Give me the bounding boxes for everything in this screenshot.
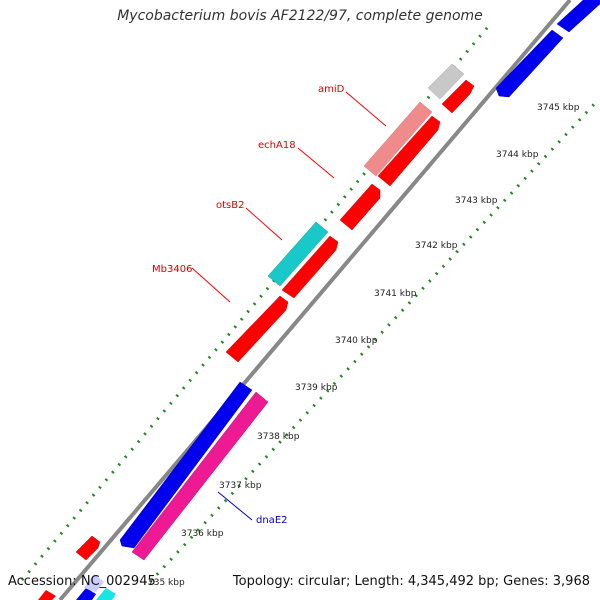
tick-label: 3740 kbp: [335, 336, 378, 346]
gene-forward-small[interactable]: [339, 183, 381, 231]
gene-fragment-blue[interactable]: [76, 588, 96, 600]
gene-forward-bottom[interactable]: [75, 535, 101, 561]
gene-forward-lower[interactable]: [225, 295, 289, 363]
label-mb3406[interactable]: Mb3406: [152, 264, 192, 275]
leader-amid: [345, 91, 387, 127]
tick-label: 3736 kbp: [181, 529, 224, 539]
tick-label: 3743 kbp: [455, 196, 498, 206]
genome-summary-text: Topology: circular; Length: 4,345,492 bp…: [232, 574, 590, 589]
tick-label: 3742 kbp: [415, 241, 458, 251]
tick-label: 735 kbp: [148, 578, 185, 588]
gene-reverse-top-1[interactable]: [556, 0, 600, 33]
gene-magenta-dnae2[interactable]: [131, 391, 269, 561]
tick-label: 3739 kbp: [295, 383, 338, 393]
gc-dots-outer: [20, 21, 494, 581]
tick-label: 3745 kbp: [537, 103, 580, 113]
gene-features: [38, 0, 600, 600]
gene-forward-amid[interactable]: [441, 79, 475, 114]
gene-cyan-otsb2[interactable]: [267, 221, 329, 287]
gene-fragment-cyan[interactable]: [96, 588, 116, 600]
leader-otsb2: [245, 207, 283, 241]
gene-forward-echa18[interactable]: [377, 115, 441, 187]
label-amid[interactable]: amiD: [318, 84, 345, 95]
accession-text: Accession: NC_002945: [8, 574, 156, 589]
label-otsb2[interactable]: otsB2: [216, 200, 244, 211]
tick-label: 3744 kbp: [496, 150, 539, 160]
gene-forward-upper[interactable]: [281, 235, 339, 299]
leader-mb3406: [191, 267, 231, 303]
tick-label: 3741 kbp: [374, 289, 417, 299]
backbone-line: [58, 0, 572, 600]
gene-fragment-lavender[interactable]: [84, 574, 104, 592]
gene-fragment-red[interactable]: [38, 590, 56, 600]
gene-light-red[interactable]: [363, 101, 433, 177]
tick-label: 3737 kbp: [219, 481, 262, 491]
gene-gray[interactable]: [427, 63, 465, 100]
label-echa18[interactable]: echA18: [258, 140, 296, 151]
leader-echa18: [297, 147, 335, 179]
gene-reverse-top-2[interactable]: [495, 29, 564, 98]
tick-label: 3738 kbp: [257, 432, 300, 442]
map-title: Mycobacterium bovis AF2122/97, complete …: [117, 8, 483, 24]
leader-dnae2: [217, 491, 253, 521]
gene-reverse-long[interactable]: [119, 381, 253, 549]
label-dnae2[interactable]: dnaE2: [256, 515, 288, 526]
